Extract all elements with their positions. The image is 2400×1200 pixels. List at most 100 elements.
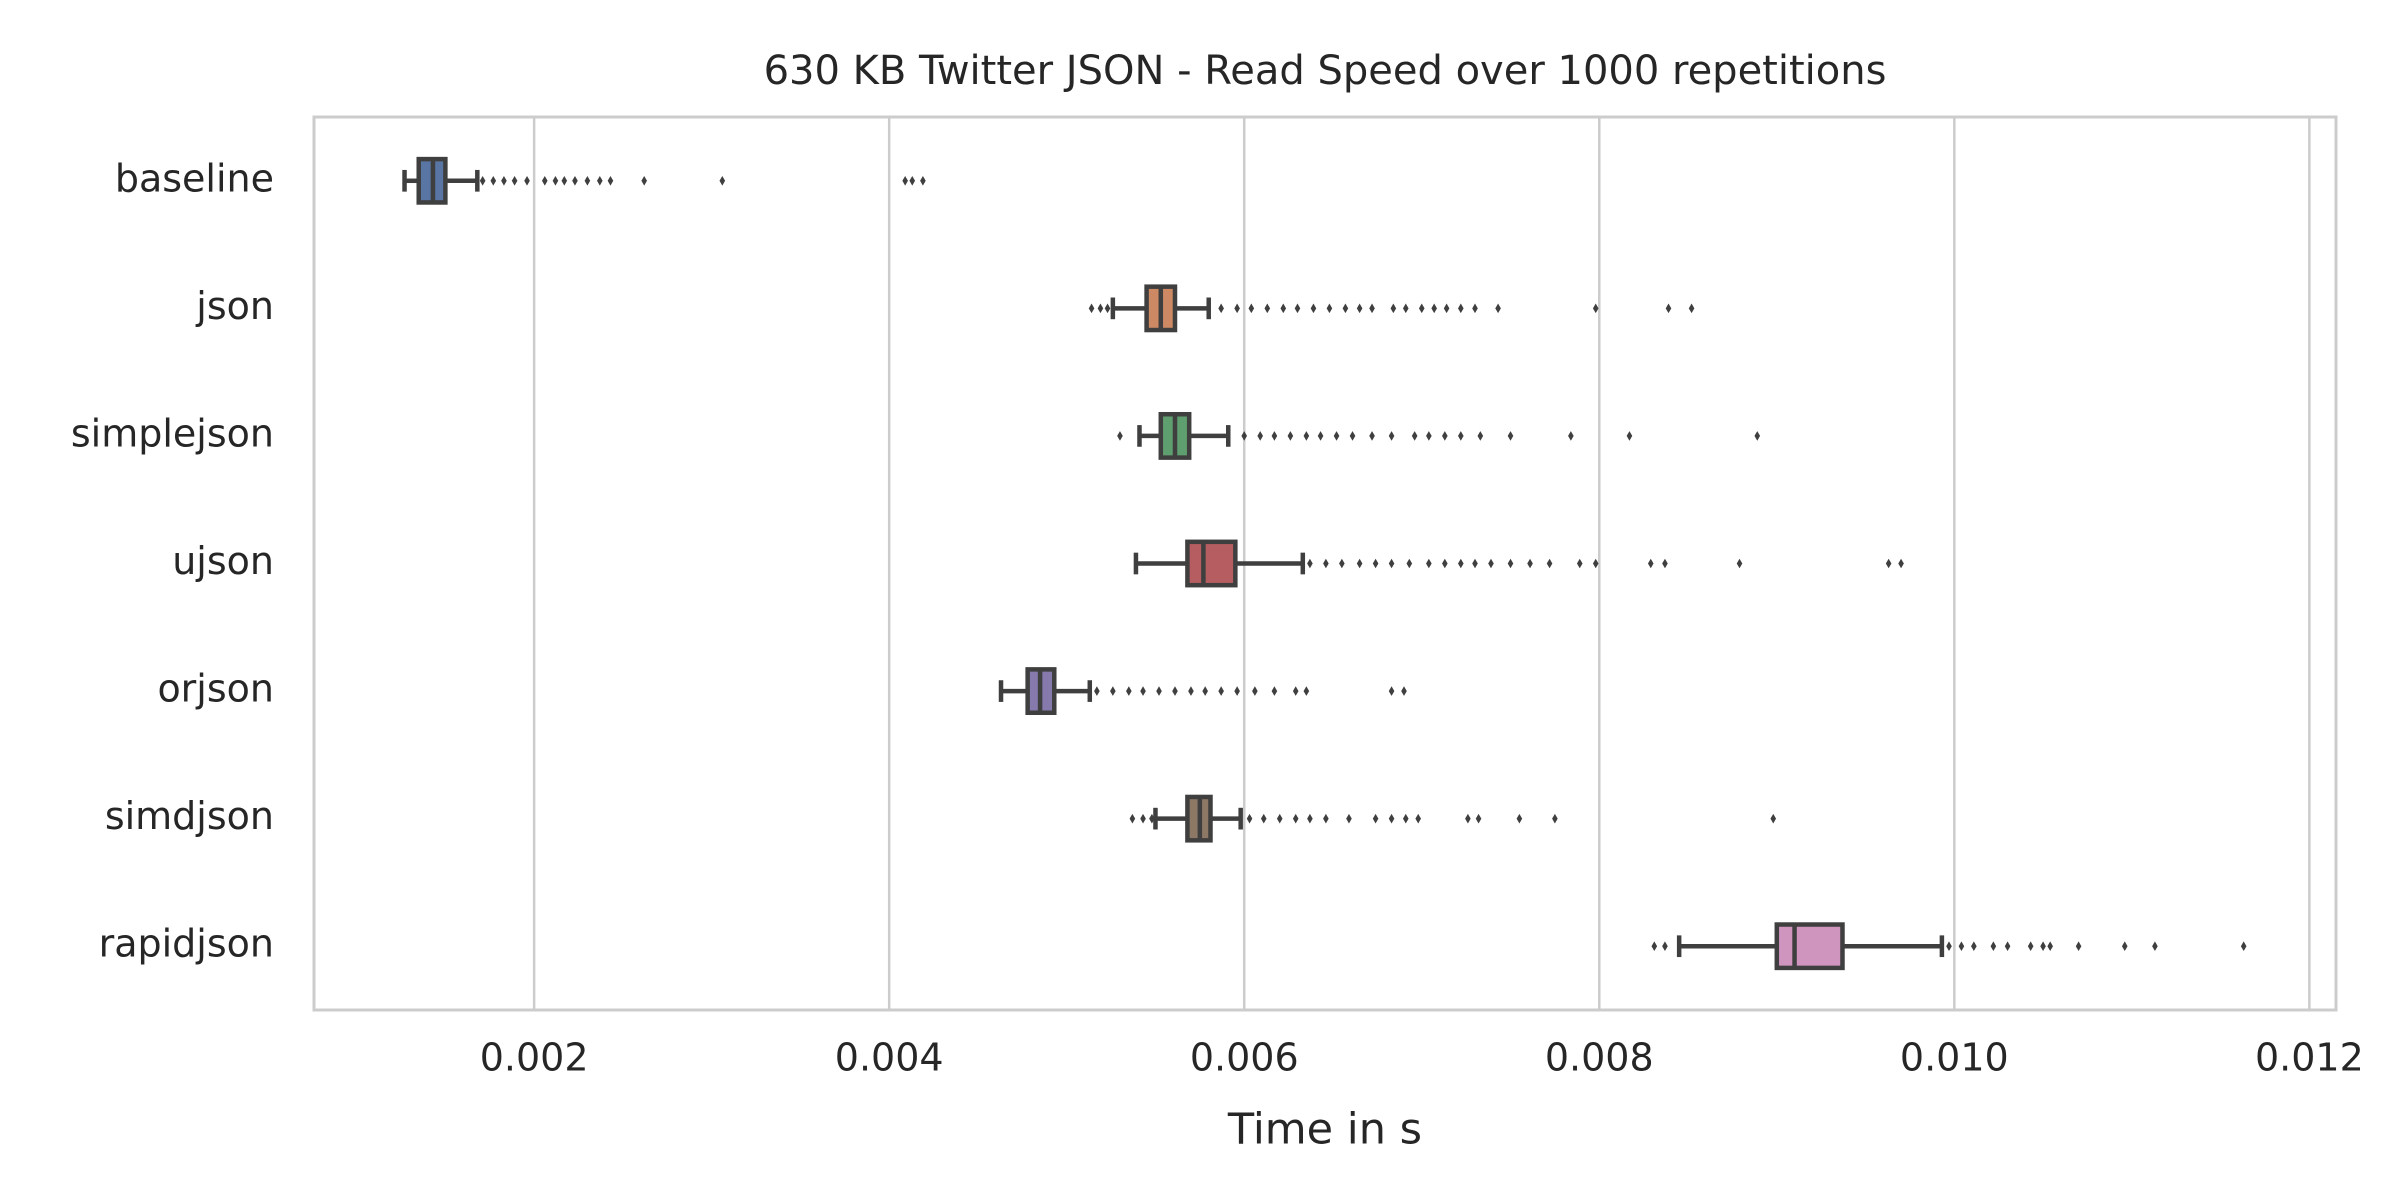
outlier [1958,941,1965,952]
outlier [1516,813,1523,824]
outlier [1592,558,1599,569]
outlier [501,175,507,186]
outlier [1388,813,1395,824]
outlier [1333,431,1340,441]
outlier [1156,686,1162,696]
outlier [1418,303,1425,314]
x-tick-label: 0.002 [480,1036,589,1080]
outlier [1592,303,1599,314]
outlier [511,175,518,186]
outlier [1356,303,1363,314]
x-tick-label: 0.008 [1545,1036,1654,1080]
outlier [1495,303,1501,314]
outlier [1218,686,1224,696]
outlier [1271,431,1278,441]
outlier [2152,941,2158,952]
outlier [1426,558,1432,569]
outlier [1770,813,1777,824]
outlier [920,175,926,186]
outlier [1885,558,1892,569]
outlier [1458,303,1464,314]
outlier [902,175,908,186]
outlier [1971,941,1977,952]
x-tick-label: 0.012 [2255,1036,2364,1080]
chart-title: 630 KB Twitter JSON - Read Speed over 10… [764,48,1887,94]
outlier [1388,558,1395,569]
outlier [607,175,614,186]
outlier [2047,941,2053,952]
outlier [1276,813,1283,824]
outlier [1946,941,1952,952]
outlier [1104,303,1111,314]
x-tick-label: 0.006 [1190,1036,1299,1080]
outlier [1372,558,1379,569]
outlier [1260,813,1267,824]
outlier [1458,558,1464,569]
outlier [597,175,603,186]
y-tick-label: ujson [172,539,274,583]
outlier [1662,558,1668,569]
outlier [1665,303,1672,314]
outlier [1264,303,1271,314]
outlier [1346,813,1352,824]
outlier [1292,813,1299,824]
y-tick-label: baseline [115,156,274,200]
plot-frame [312,115,2338,1012]
outlier [1401,686,1407,696]
outlier [561,175,568,186]
outlier [1241,431,1248,441]
box [1185,539,1238,588]
outlier [1415,813,1422,824]
outlier [1323,558,1329,569]
outlier [1406,558,1413,569]
outlier [1292,686,1299,696]
outlier [1234,303,1240,314]
outlier [1126,686,1132,696]
outlier [1248,303,1255,314]
outlier [1323,813,1329,824]
outlier [1527,558,1533,569]
outlier [1402,303,1409,314]
outlier [1326,303,1333,314]
outlier [1234,686,1240,696]
outlier [1431,303,1437,314]
outlier [1252,686,1258,696]
outlier [552,175,559,186]
outlier [719,175,726,186]
outlier [1307,813,1313,824]
outlier [1458,431,1464,441]
outlier [1287,431,1294,441]
outlier [1990,941,1997,952]
outlier [1117,431,1123,441]
outlier [1303,431,1310,441]
y-tick-label: rapidjson [99,922,274,966]
outlier [1488,558,1494,569]
outlier [1568,431,1574,441]
outlier [1647,558,1654,569]
outlier [1475,813,1482,824]
outlier [1088,303,1095,314]
outlier [1218,303,1224,314]
outlier [1097,303,1104,314]
outlier [1271,686,1278,696]
y-tick-label: simplejson [71,411,274,455]
outlier [1369,431,1375,441]
outlier [1280,303,1287,314]
outlier [1342,303,1349,314]
outlier [490,175,497,186]
x-tick-label: 0.004 [835,1036,944,1080]
x-axis-label: Time in s [1227,1105,1422,1155]
outlier [1388,431,1395,441]
outlier [1388,686,1395,696]
outlier [1202,686,1208,696]
outlier [1188,686,1194,696]
outlier [1472,303,1478,314]
outlier [2004,941,2011,952]
outlier [2240,941,2247,952]
outlier [1129,813,1136,824]
outlier [1307,558,1313,569]
outlier [1246,813,1253,824]
outlier [641,175,647,186]
outlier [1465,813,1471,824]
